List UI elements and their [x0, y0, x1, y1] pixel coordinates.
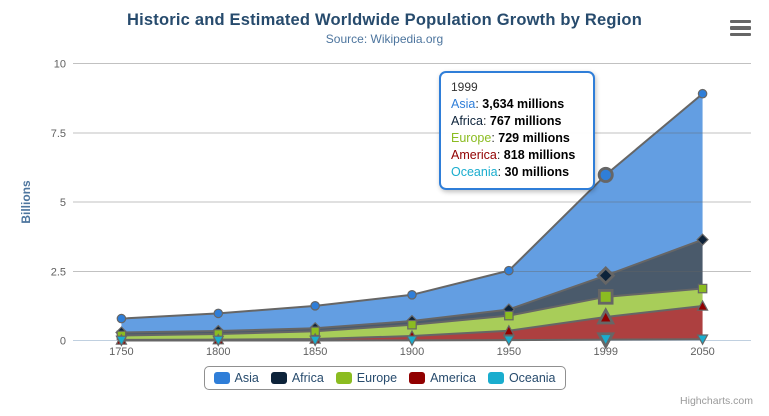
y-axis-label: 7.5: [51, 128, 66, 140]
y-axis-label: 0: [60, 336, 66, 348]
point-america-1999[interactable]: [596, 307, 616, 325]
hamburger-icon: [730, 20, 751, 24]
tooltip-row: Oceania: 30 millions: [451, 164, 583, 181]
legend-item-asia[interactable]: Asia: [213, 371, 259, 385]
legend-swatch-icon: [213, 372, 230, 384]
point-america-1950[interactable]: [502, 324, 515, 336]
tooltip-row: Africa: 767 millions: [451, 113, 583, 130]
legend-swatch-icon: [270, 372, 287, 384]
legend-item-oceania[interactable]: Oceania: [487, 371, 556, 385]
legend-swatch-icon: [409, 372, 426, 384]
y-axis-label: 10: [54, 59, 66, 71]
legend-item-america[interactable]: America: [409, 371, 476, 385]
point-asia-1999[interactable]: [597, 166, 614, 183]
legend-label: Oceania: [508, 371, 556, 385]
point-africa-2050[interactable]: [696, 233, 709, 246]
legend-label: Africa: [291, 371, 324, 385]
hamburger-icon: [730, 32, 751, 36]
area-asia[interactable]: [121, 93, 703, 333]
point-america-2050[interactable]: [696, 299, 709, 311]
point-oceania-1950[interactable]: [502, 335, 515, 347]
export-menu-button[interactable]: [730, 20, 751, 36]
legend-label: Europe: [356, 371, 398, 385]
tooltip-header: 1999: [451, 80, 478, 94]
chart-title: Historic and Estimated Worldwide Populat…: [127, 11, 642, 29]
y-axis-label: 2.5: [51, 266, 66, 278]
legend-item-africa[interactable]: Africa: [270, 371, 324, 385]
chart-subtitle: Source: Wikipedia.org: [325, 32, 444, 46]
tooltip-row: Europe: 729 millions: [451, 130, 583, 147]
point-asia-1850[interactable]: [310, 301, 320, 311]
tooltip-value: 3,634 millions: [482, 97, 565, 111]
area-africa[interactable]: [121, 239, 703, 336]
tooltip-separator: :: [491, 131, 499, 145]
point-oceania-2050[interactable]: [696, 334, 709, 346]
legend-swatch-icon: [487, 372, 504, 384]
point-asia-2050[interactable]: [697, 88, 708, 99]
point-oceania-1850[interactable]: [309, 335, 322, 347]
x-axis-label: 1800: [206, 346, 230, 358]
tooltip-series-name: Oceania: [451, 165, 498, 179]
legend: Asia Africa Europe America Oceania: [203, 366, 566, 390]
area-america[interactable]: [121, 305, 703, 341]
tooltip-rows: Asia: 3,634 millions Africa: 767 millions…: [451, 96, 583, 181]
y-axis-label: 5: [60, 197, 66, 209]
credits-link[interactable]: Highcharts.com: [680, 395, 753, 407]
tooltip-separator: :: [496, 148, 504, 162]
tooltip-series-name: Asia: [451, 97, 476, 111]
point-oceania-1800[interactable]: [212, 335, 225, 347]
tooltip-separator: :: [482, 114, 490, 128]
legend-item-europe[interactable]: Europe: [335, 371, 398, 385]
tooltip-row: America: 818 millions: [451, 147, 583, 164]
tooltip: 1999 Asia: 3,634 millions Africa: 767 mil…: [439, 71, 595, 190]
legend-swatch-icon: [335, 372, 352, 384]
x-axis-label: 2050: [690, 346, 714, 358]
point-asia-1800[interactable]: [213, 308, 224, 319]
y-axis-title: Billions: [19, 180, 33, 224]
tooltip-series-name: Africa: [451, 114, 483, 128]
tooltip-value: 767 millions: [489, 114, 562, 128]
tooltip-separator: :: [497, 165, 505, 179]
tooltip-series-name: Europe: [451, 131, 492, 145]
point-oceania-1750[interactable]: [115, 335, 128, 347]
tooltip-separator: :: [475, 97, 483, 111]
point-europe-2050[interactable]: [697, 283, 708, 294]
point-oceania-1999[interactable]: [596, 332, 616, 350]
hamburger-icon: [730, 26, 751, 30]
x-axis-label: 1950: [497, 346, 521, 358]
legend-label: America: [430, 371, 476, 385]
tooltip-value: 729 millions: [498, 131, 570, 145]
point-europe-1999[interactable]: [597, 289, 614, 305]
point-asia-1950[interactable]: [504, 265, 514, 276]
point-africa-1999[interactable]: [596, 265, 616, 286]
x-axis-label: 1850: [303, 346, 327, 358]
point-asia-1750[interactable]: [116, 313, 127, 324]
tooltip-row: Asia: 3,634 millions: [451, 96, 583, 113]
x-axis-label: 1999: [593, 346, 617, 358]
point-europe-1950[interactable]: [504, 310, 514, 321]
point-asia-1900[interactable]: [407, 289, 417, 300]
tooltip-series-name: America: [451, 148, 497, 162]
point-europe-1900[interactable]: [407, 319, 417, 330]
point-oceania-1900[interactable]: [405, 335, 419, 347]
x-axis-label: 1900: [400, 346, 424, 358]
legend-label: Asia: [234, 371, 259, 385]
x-axis-label: 1750: [109, 346, 133, 358]
tooltip-value: 30 millions: [504, 165, 570, 179]
tooltip-value: 818 millions: [503, 148, 576, 162]
